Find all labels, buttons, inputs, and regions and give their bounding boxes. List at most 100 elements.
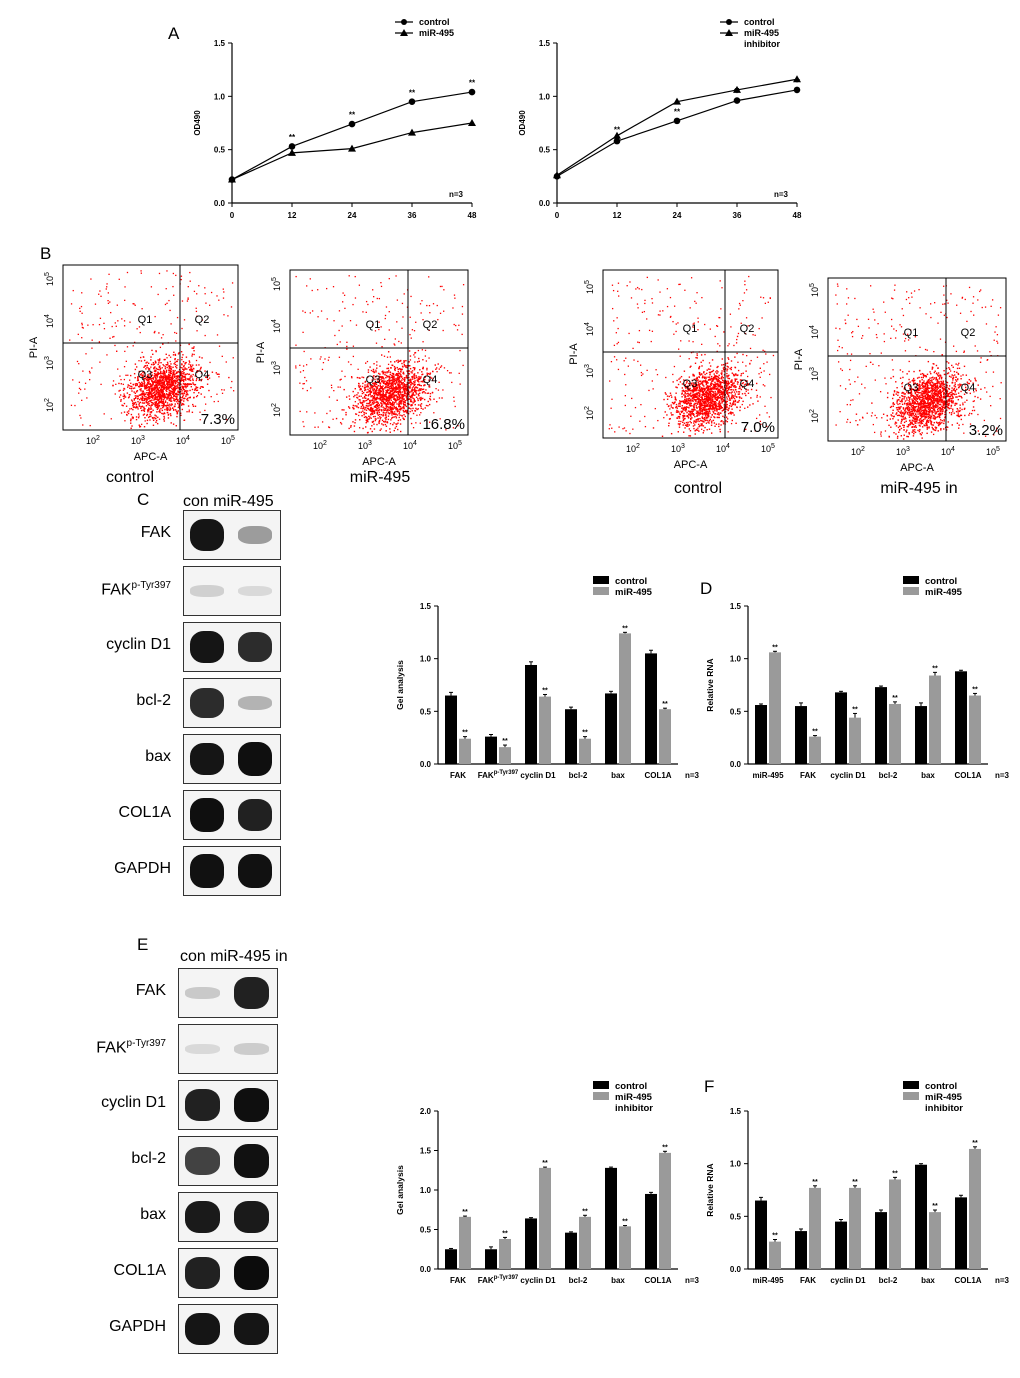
x-category-label: bcl-2 <box>879 771 898 780</box>
band-control <box>190 742 224 776</box>
band-treatment <box>238 695 272 711</box>
scatter-dots <box>835 283 1002 440</box>
blot-row-label: cyclin D1 <box>106 636 171 653</box>
n-label: n=3 <box>449 190 464 199</box>
significance-marker: ** <box>972 686 978 693</box>
significance-marker: ** <box>622 1219 628 1226</box>
blot-row-label: FAK <box>140 524 171 541</box>
band-treatment <box>238 631 272 663</box>
bar <box>499 1238 511 1269</box>
band-control <box>185 1147 220 1175</box>
band-control <box>190 585 224 597</box>
quadrant-label: Q4 <box>423 374 438 386</box>
x-tick-label: 0 <box>230 211 235 220</box>
y-tick-label: 0.0 <box>730 760 742 769</box>
band-control <box>185 987 220 999</box>
bar <box>525 1218 537 1269</box>
scatter-dots <box>608 275 775 438</box>
bar <box>755 705 767 764</box>
relative-rna-bar-chart-f: 0.0 0.5 1.0 1.5 Relative RNA ** miR-495 ** FAK **… <box>705 1081 1010 1285</box>
x-category-label: bax <box>921 771 935 780</box>
y-tick-label: 102 <box>44 398 55 412</box>
y-axis-label: PI-A <box>255 341 267 363</box>
band-treatment <box>238 854 272 888</box>
bar <box>605 693 617 764</box>
band-treatment <box>234 977 269 1009</box>
x-tick-label: 102 <box>86 435 100 446</box>
significance-marker: ** <box>852 1179 858 1186</box>
y-tick-label: 1.5 <box>539 39 551 48</box>
x-tick-label: 0 <box>555 211 560 220</box>
legend-swatch <box>593 1081 609 1089</box>
x-tick-label: 24 <box>673 211 682 220</box>
x-tick-label: 105 <box>986 446 1000 457</box>
bar <box>875 1212 887 1269</box>
bar <box>915 706 927 764</box>
x-category-label: bcl-2 <box>569 771 588 780</box>
significance-marker: ** <box>812 1179 818 1186</box>
legend-marker <box>400 29 408 36</box>
band-control <box>185 1043 220 1055</box>
blot-strip <box>178 1080 278 1130</box>
significance-marker: ** <box>462 1209 468 1216</box>
legend-label: inhibitor <box>615 1103 653 1114</box>
significance-marker: ** <box>462 730 468 737</box>
legend-swatch <box>903 587 919 595</box>
bar <box>835 692 847 764</box>
band-treatment <box>234 1088 269 1122</box>
x-category-label: COL1A <box>644 1276 671 1285</box>
significance-marker: ** <box>502 738 508 745</box>
y-tick-label: 0.0 <box>420 1265 432 1274</box>
y-tick-label: 0.0 <box>214 199 226 208</box>
data-point <box>288 143 296 150</box>
y-axis-label: PI-A <box>568 343 580 365</box>
bar <box>969 695 981 764</box>
x-tick-label: 105 <box>221 435 235 446</box>
y-tick-label: 0.5 <box>539 146 551 155</box>
quadrant-label: Q1 <box>683 323 698 335</box>
band-control <box>190 630 224 664</box>
n-label: n=3 <box>774 190 789 199</box>
data-point <box>733 97 741 104</box>
data-point <box>733 85 741 93</box>
y-tick-label: 105 <box>584 280 595 294</box>
significance-marker: ** <box>582 1208 588 1215</box>
panel-label-b: B <box>40 244 52 263</box>
y-tick-label: 1.5 <box>730 1107 742 1116</box>
n-label: n=3 <box>995 771 1010 780</box>
x-tick-label: 104 <box>941 446 955 457</box>
legend-label: miR-495 <box>615 1092 653 1103</box>
y-tick-label: 104 <box>44 314 55 328</box>
significance-marker: ** <box>622 625 628 632</box>
band-control <box>185 1312 220 1346</box>
x-category-label: bax <box>921 1276 935 1285</box>
quadrant-label: Q2 <box>961 327 976 339</box>
significance-marker: ** <box>892 1170 898 1177</box>
band-control <box>185 1089 220 1121</box>
legend-label: control <box>615 1081 647 1092</box>
band-treatment <box>234 1043 269 1055</box>
x-category-label: cyclin D1 <box>520 771 556 780</box>
bar <box>755 1200 767 1269</box>
bar <box>795 1231 807 1269</box>
flow-plot: Q1 Q2 Q3 Q4 3.2% 102 103 104 105 102 103 104 105 APC-… <box>793 277 1007 474</box>
bar <box>619 1226 631 1269</box>
quadrant-label: Q2 <box>195 314 210 326</box>
bar <box>929 675 941 764</box>
flow-caption: miR-495 <box>349 469 411 486</box>
x-axis-label: APC-A <box>134 451 168 463</box>
quadrant-label: Q1 <box>138 314 153 326</box>
y-tick-label: 0.5 <box>730 1212 742 1221</box>
y-tick-label: 0.5 <box>420 1226 432 1235</box>
plot-frame <box>827 277 1007 442</box>
data-point <box>468 88 476 96</box>
quadrant-label: Q3 <box>683 378 698 390</box>
legend-label: miR-495 <box>925 1092 963 1103</box>
significance-marker: ** <box>542 687 548 694</box>
band-treatment <box>238 585 272 597</box>
band-treatment <box>234 1144 269 1178</box>
blot-row-label: GAPDH <box>114 860 171 877</box>
significance-marker: ** <box>852 706 858 713</box>
series-line <box>556 78 798 176</box>
y-tick-label: 102 <box>271 403 282 417</box>
